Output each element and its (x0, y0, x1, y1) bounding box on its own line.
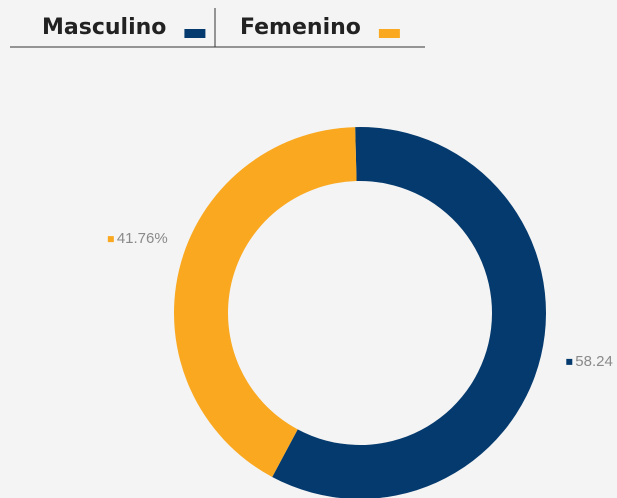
donut-slice (272, 127, 546, 498)
legend-swatch (184, 29, 206, 38)
label-swatch (107, 236, 114, 243)
value-label: 58.24 (575, 353, 613, 370)
legend-swatch (378, 29, 400, 38)
value-label: 41.76% (117, 230, 168, 247)
legend-label: Masculino (42, 15, 166, 40)
legend-label: Femenino (240, 15, 361, 40)
label-swatch (566, 358, 573, 365)
donut-slice (173, 127, 357, 477)
